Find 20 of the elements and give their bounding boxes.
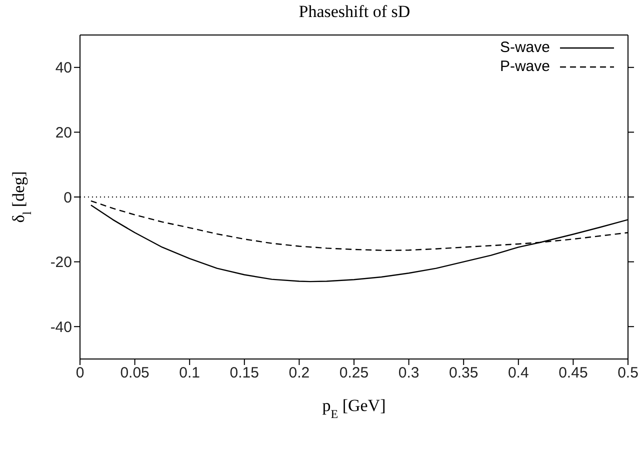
x-tick-label: 0.1 [179,364,200,382]
y-tick-label: -40 [50,318,72,336]
x-tick-label: 0.2 [288,364,310,382]
x-axis-title: p$_{E}$ [GeV] [322,396,386,421]
legend-label: P-wave [500,58,550,75]
x-tick-label: 0.4 [508,364,529,382]
x-tick-label: 0.45 [558,364,588,382]
legend-label: S-wave [500,39,550,56]
x-tick-label: 0.35 [449,364,478,382]
y-tick-label: 0 [64,189,72,206]
x-tick-label: 0.5 [618,364,638,382]
x-tick-label: 0.05 [120,364,150,382]
chart-title: Phaseshift of sD [298,2,412,22]
x-tick-label: 0.3 [398,364,420,382]
y-tick-label: 20 [55,124,72,142]
x-tick-label: 0.25 [339,364,369,382]
y-tick-label: -20 [50,254,72,272]
x-tick-label: 0.15 [230,364,259,382]
x-tick-label: 0 [76,364,84,382]
y-tick-label: 40 [55,60,72,77]
